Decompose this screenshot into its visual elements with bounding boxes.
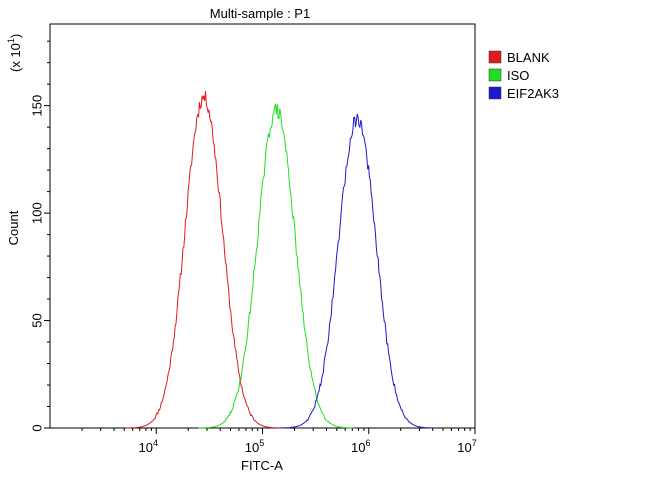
series-curves xyxy=(125,91,436,429)
series-curve-iso xyxy=(198,102,355,429)
legend-label: BLANK xyxy=(507,50,550,65)
y-tick-label: 0 xyxy=(29,424,44,431)
plot-frame xyxy=(49,23,476,429)
legend-swatch xyxy=(488,68,502,82)
y-multiplier-close: ) xyxy=(8,34,23,38)
y-axis-label: Count xyxy=(6,210,21,245)
y-multiplier-exponent: 1 xyxy=(6,38,16,43)
legend-swatch xyxy=(488,86,502,100)
x-tick-label: 105 xyxy=(245,438,264,455)
x-tick-label: 106 xyxy=(351,438,370,455)
x-tick-label: 104 xyxy=(139,438,158,455)
x-axis: 104 105 106 107 xyxy=(81,428,477,455)
y-tick-label: 150 xyxy=(29,95,44,117)
y-axis: 0 50 100 150 xyxy=(29,40,50,432)
y-multiplier-label: (x 101) xyxy=(6,34,23,72)
y-tick-label: 50 xyxy=(29,313,44,327)
legend-label: ISO xyxy=(507,68,529,83)
legend-label: EIF2AK3 xyxy=(507,86,559,101)
x-axis-label: FITC-A xyxy=(241,458,283,473)
chart-title: Multi-sample : P1 xyxy=(210,6,310,21)
series-curve-eif2ak3 xyxy=(279,113,436,429)
y-tick-label: 100 xyxy=(29,202,44,224)
x-tick-label: 107 xyxy=(457,438,476,455)
y-multiplier-base: (x 10 xyxy=(8,43,23,72)
legend: BLANK ISO EIF2AK3 xyxy=(488,50,559,101)
legend-swatch xyxy=(488,50,502,64)
series-curve-blank xyxy=(125,91,282,429)
